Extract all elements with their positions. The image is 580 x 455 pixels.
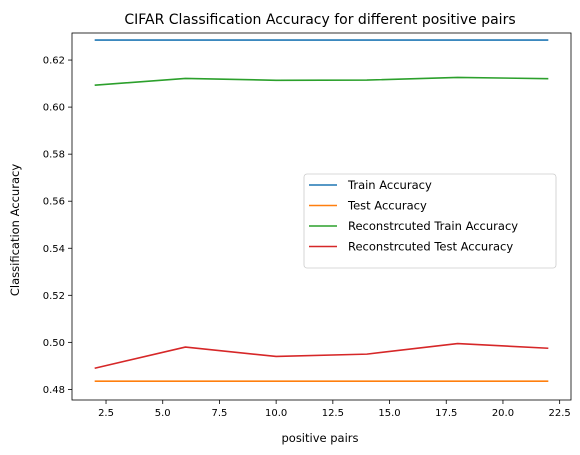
x-axis: 2.5 5.0 7.5 10.0 12.5 15.0 17.5 20.0 22.5 (98, 400, 571, 419)
x-tick-label: 15.0 (378, 408, 400, 419)
plot-frame (71, 32, 572, 401)
x-tick-label: 10.0 (265, 408, 287, 419)
x-tick-label: 12.5 (322, 408, 344, 419)
y-tick-label: 0.48 (43, 385, 65, 396)
y-tick-label: 0.62 (43, 56, 65, 67)
x-tick-label: 2.5 (98, 408, 114, 419)
x-tick-label: 7.5 (211, 408, 227, 419)
y-tick-label: 0.60 (43, 103, 65, 114)
legend-label: Test Accuracy (347, 199, 427, 213)
y-tick-label: 0.50 (43, 338, 65, 349)
legend-label: Train Accuracy (347, 178, 432, 192)
x-tick-label: 20.0 (492, 408, 514, 419)
series-line-4 (94, 342, 549, 370)
y-tick-label: 0.52 (43, 291, 65, 302)
y-axis-label: Classification Accuracy (8, 164, 22, 296)
series-line-3 (94, 76, 549, 87)
x-tick-label: 5.0 (155, 408, 171, 419)
x-axis-label: positive pairs (281, 431, 358, 445)
y-tick-label: 0.58 (43, 150, 65, 161)
legend-label: Reconstrcuted Train Accuracy (348, 219, 518, 233)
legend-label: Reconstrcuted Test Accuracy (348, 240, 513, 254)
legend: Train Accuracy Test Accuracy Reconstrcuted… (303, 173, 557, 269)
x-tick-label: 22.5 (549, 408, 571, 419)
chart-title: CIFAR Classification Accuracy for differ… (124, 12, 515, 28)
y-tick-label: 0.56 (43, 197, 65, 208)
series-lines (94, 39, 549, 382)
y-axis: 0.48 0.50 0.52 0.54 0.56 0.58 0.60 0.62 (43, 56, 72, 396)
legend-box (303, 173, 557, 269)
x-tick-label: 17.5 (435, 408, 457, 419)
y-tick-label: 0.54 (43, 244, 65, 255)
